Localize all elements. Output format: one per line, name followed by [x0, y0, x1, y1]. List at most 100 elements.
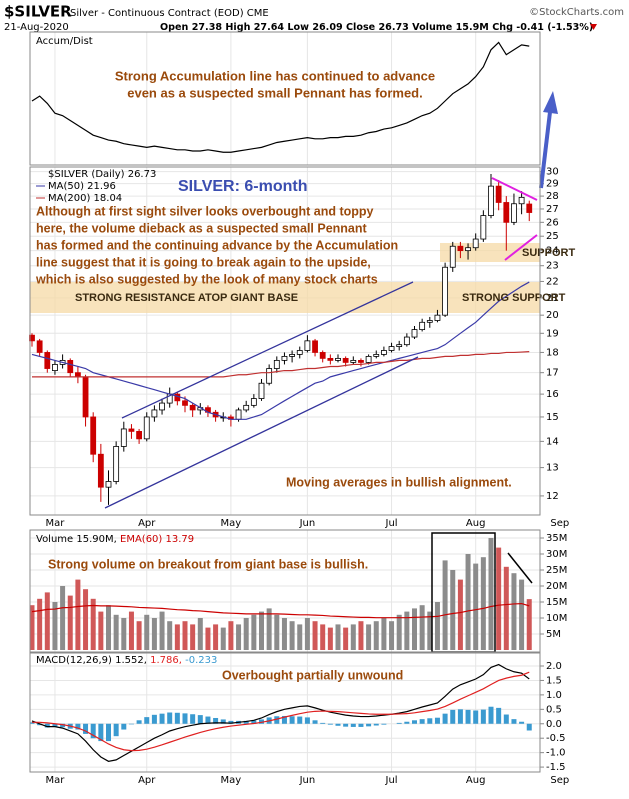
bar: [190, 624, 196, 650]
candle-body: [281, 355, 288, 361]
bar: [519, 579, 525, 650]
resistance-band: [30, 282, 540, 313]
pennant-lower: [504, 234, 538, 261]
candle-body: [304, 340, 311, 351]
candle-body: [396, 344, 403, 347]
x-tick-label: Aug: [466, 518, 486, 529]
bar: [205, 716, 211, 724]
x-tick-label: Sep: [550, 518, 569, 529]
candle-body: [128, 428, 135, 432]
candle-body: [258, 382, 265, 399]
bar: [488, 538, 494, 650]
candle-body: [105, 481, 112, 488]
bar: [52, 602, 58, 650]
candle-body: [52, 364, 58, 371]
bar: [289, 716, 295, 724]
candle-body: [97, 453, 104, 488]
commentary: here, the volume dieback as a suspected …: [36, 221, 368, 235]
candle-body: [113, 446, 120, 482]
bar: [98, 723, 104, 742]
y-tick-label: 0.0: [546, 719, 562, 730]
bar: [396, 614, 402, 650]
bar: [37, 723, 43, 726]
bar: [327, 627, 333, 650]
candle-body: [67, 359, 74, 374]
candle-body: [442, 266, 449, 316]
bar: [350, 624, 356, 650]
legend-accum: Accum/Dist: [36, 36, 93, 47]
bar: [136, 621, 142, 650]
y-tick-label: 27: [546, 204, 559, 215]
bar: [304, 618, 310, 650]
series-line: [32, 351, 530, 378]
candle-body: [419, 321, 426, 331]
bar: [389, 621, 395, 650]
bar: [419, 605, 425, 650]
bar: [350, 723, 356, 727]
legend-entry: 1.786,: [150, 655, 182, 666]
y-tick-label: -1.5: [546, 762, 566, 773]
y-tick-label: 30M: [546, 549, 567, 560]
bar: [465, 709, 471, 724]
bar: [511, 573, 517, 650]
bar: [450, 709, 456, 724]
y-tick-label: 25: [546, 231, 559, 242]
candle-body: [235, 409, 242, 420]
candle-body: [75, 372, 81, 378]
volume-note: Strong volume on breakout from giant bas…: [48, 557, 368, 571]
bar: [457, 579, 463, 650]
bar: [259, 611, 264, 650]
x-tick-label: Jul: [385, 775, 398, 786]
candle-body: [327, 357, 334, 361]
candle-body: [365, 355, 372, 363]
y-tick-label: 25M: [546, 565, 567, 576]
series-line: [32, 671, 530, 752]
bar: [473, 710, 479, 724]
x-tick-label: Mar: [46, 518, 66, 529]
bar: [60, 723, 66, 728]
y-tick-label: 35M: [546, 533, 567, 544]
bar: [297, 624, 303, 650]
bar: [412, 608, 417, 650]
bar: [159, 611, 165, 650]
candle-body: [358, 359, 364, 363]
volume-dieback-line: [507, 552, 533, 584]
bar: [182, 713, 188, 724]
bar: [457, 709, 463, 724]
date: 21-Aug-2020: [4, 22, 69, 33]
macd-note: Overbought partially unwound: [222, 668, 403, 682]
bar: [281, 715, 287, 724]
y-tick-label: -1.0: [546, 748, 566, 759]
source: ©StockCharts.com: [529, 7, 624, 18]
y-tick-label: 14: [546, 436, 559, 447]
bar: [29, 722, 35, 724]
bar: [251, 720, 257, 724]
bar: [259, 719, 264, 724]
candle-body: [250, 398, 257, 406]
bar: [427, 611, 433, 650]
candle-body: [380, 350, 387, 355]
annotation: even as a suspected small Pennant has fo…: [127, 85, 423, 100]
bar: [519, 721, 525, 724]
resistance-label: STRONG RESISTANCE ATOP GIANT BASE: [75, 292, 298, 304]
bar: [320, 722, 326, 724]
bar: [381, 618, 387, 650]
bar: [75, 723, 81, 730]
bar: [75, 579, 81, 650]
bar: [213, 717, 219, 724]
bar: [396, 722, 402, 724]
commentary: line suggest that it is going to break a…: [36, 255, 371, 269]
y-tick-label: 29: [546, 179, 559, 190]
bar: [496, 547, 502, 650]
bar: [128, 723, 134, 725]
bar: [44, 723, 50, 728]
bar: [213, 624, 219, 650]
bar: [366, 723, 372, 727]
y-tick-label: 20: [546, 310, 559, 321]
bar: [480, 709, 486, 724]
bar: [106, 723, 111, 742]
x-tick-label: Jul: [385, 518, 398, 529]
bar: [366, 624, 372, 650]
bar: [67, 595, 73, 650]
candle-body: [143, 416, 150, 440]
